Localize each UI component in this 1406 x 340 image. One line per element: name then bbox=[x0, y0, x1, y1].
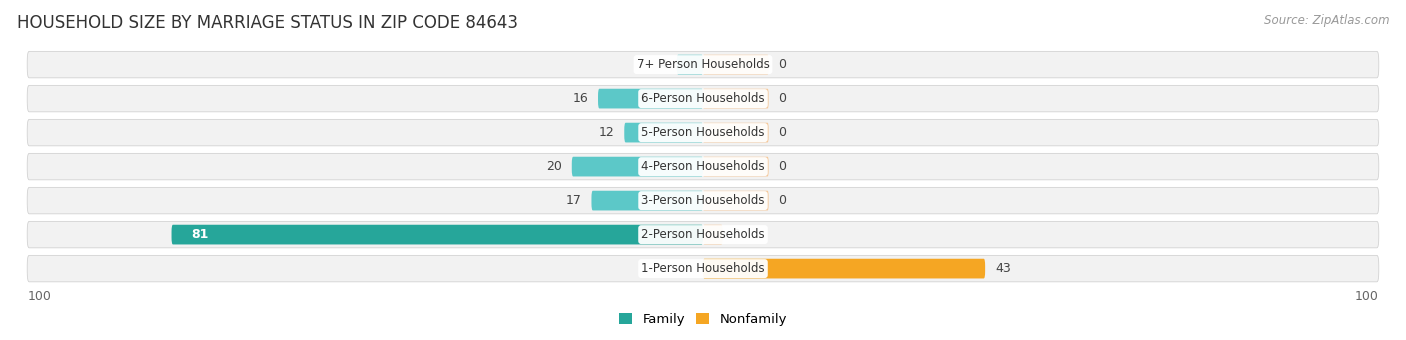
Text: 20: 20 bbox=[546, 160, 562, 173]
FancyBboxPatch shape bbox=[172, 225, 703, 244]
Text: 0: 0 bbox=[779, 160, 786, 173]
Text: Source: ZipAtlas.com: Source: ZipAtlas.com bbox=[1264, 14, 1389, 27]
Text: 6-Person Households: 6-Person Households bbox=[641, 92, 765, 105]
FancyBboxPatch shape bbox=[27, 85, 1379, 112]
FancyBboxPatch shape bbox=[27, 255, 1379, 282]
Text: HOUSEHOLD SIZE BY MARRIAGE STATUS IN ZIP CODE 84643: HOUSEHOLD SIZE BY MARRIAGE STATUS IN ZIP… bbox=[17, 14, 517, 32]
FancyBboxPatch shape bbox=[598, 89, 703, 108]
FancyBboxPatch shape bbox=[27, 51, 1379, 78]
FancyBboxPatch shape bbox=[703, 55, 769, 74]
FancyBboxPatch shape bbox=[703, 157, 769, 176]
FancyBboxPatch shape bbox=[703, 259, 986, 278]
Text: 7+ Person Households: 7+ Person Households bbox=[637, 58, 769, 71]
Text: 100: 100 bbox=[27, 290, 51, 303]
Text: 2-Person Households: 2-Person Households bbox=[641, 228, 765, 241]
Text: 0: 0 bbox=[779, 92, 786, 105]
Text: 3-Person Households: 3-Person Households bbox=[641, 194, 765, 207]
FancyBboxPatch shape bbox=[27, 221, 1379, 248]
FancyBboxPatch shape bbox=[703, 191, 769, 210]
Text: 43: 43 bbox=[995, 262, 1011, 275]
FancyBboxPatch shape bbox=[27, 153, 1379, 180]
Text: 0: 0 bbox=[779, 58, 786, 71]
Text: 81: 81 bbox=[191, 228, 208, 241]
Text: 12: 12 bbox=[599, 126, 614, 139]
Text: 3: 3 bbox=[733, 228, 741, 241]
FancyBboxPatch shape bbox=[27, 187, 1379, 214]
FancyBboxPatch shape bbox=[676, 55, 703, 74]
Text: 5-Person Households: 5-Person Households bbox=[641, 126, 765, 139]
FancyBboxPatch shape bbox=[703, 89, 769, 108]
Legend: Family, Nonfamily: Family, Nonfamily bbox=[619, 313, 787, 326]
Text: 4-Person Households: 4-Person Households bbox=[641, 160, 765, 173]
Text: 17: 17 bbox=[565, 194, 582, 207]
FancyBboxPatch shape bbox=[27, 119, 1379, 146]
Text: 0: 0 bbox=[779, 194, 786, 207]
Text: 100: 100 bbox=[1355, 290, 1379, 303]
FancyBboxPatch shape bbox=[624, 123, 703, 142]
FancyBboxPatch shape bbox=[703, 123, 769, 142]
Text: 0: 0 bbox=[779, 126, 786, 139]
Text: 4: 4 bbox=[659, 58, 666, 71]
Text: 1-Person Households: 1-Person Households bbox=[641, 262, 765, 275]
Text: 16: 16 bbox=[572, 92, 588, 105]
FancyBboxPatch shape bbox=[703, 225, 723, 244]
FancyBboxPatch shape bbox=[592, 191, 703, 210]
FancyBboxPatch shape bbox=[572, 157, 703, 176]
